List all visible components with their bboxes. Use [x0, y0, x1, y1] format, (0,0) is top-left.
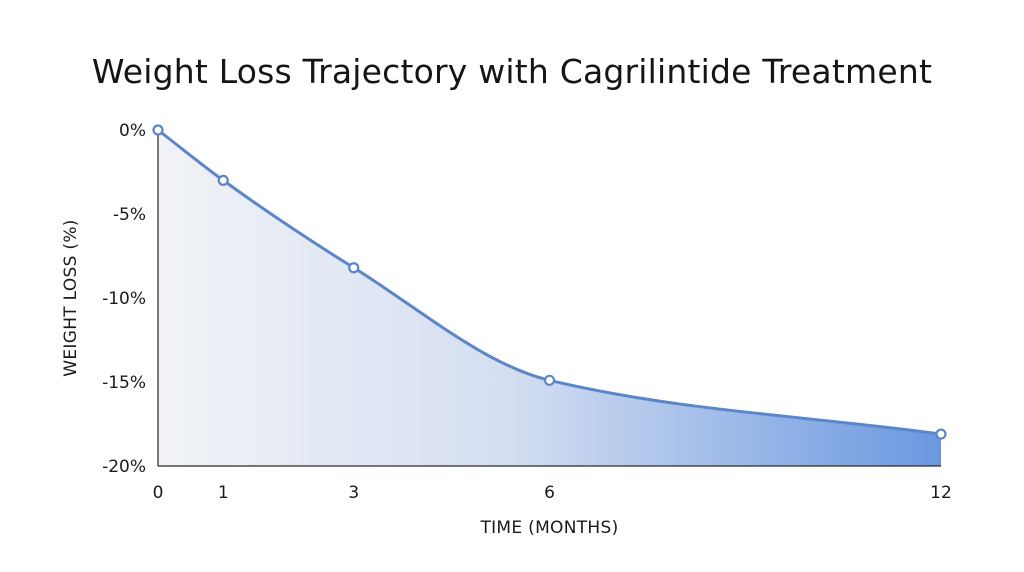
data-point-3	[348, 262, 360, 274]
chart-title: Weight Loss Trajectory with Cagrilintide…	[91, 52, 933, 91]
x-tick-label: 0	[153, 483, 164, 503]
x-axis-title: TIME (MONTHS)	[479, 518, 618, 538]
y-tick-label: -5%	[113, 205, 146, 225]
y-tick-label: -10%	[102, 289, 146, 309]
y-axis-title: WEIGHT LOSS (%)	[61, 219, 81, 376]
x-tick-label: 3	[348, 483, 359, 503]
y-tick-label: -20%	[102, 457, 146, 477]
x-tick-label: 12	[930, 483, 952, 503]
data-point-6	[543, 374, 556, 386]
y-tick-label: 0%	[119, 121, 146, 141]
x-tick-label: 1	[218, 483, 229, 503]
area-fill	[158, 130, 941, 466]
x-tick-label: 6	[544, 483, 555, 503]
data-point-12	[935, 428, 947, 440]
data-point-0	[152, 124, 164, 136]
y-tick-label: -15%	[102, 373, 146, 393]
data-point-1	[217, 174, 229, 186]
